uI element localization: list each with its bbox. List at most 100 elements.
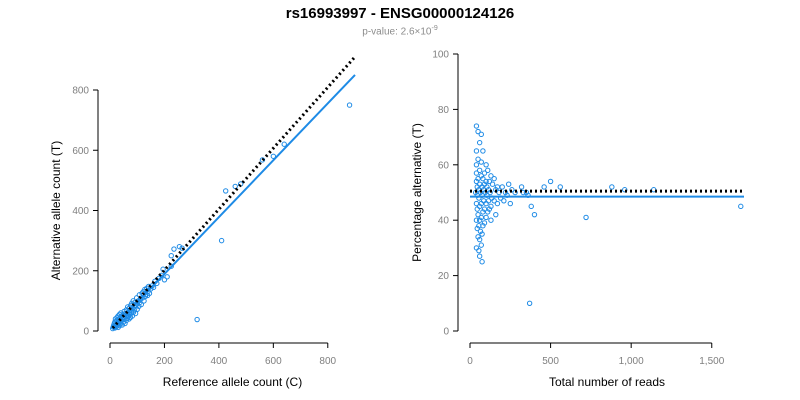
data-point bbox=[119, 322, 125, 328]
data-point bbox=[493, 211, 499, 218]
data-point bbox=[486, 206, 493, 212]
data-point bbox=[222, 188, 229, 194]
data-point bbox=[479, 231, 485, 237]
data-point bbox=[483, 162, 489, 168]
data-point bbox=[528, 203, 534, 210]
data-point bbox=[477, 228, 484, 234]
data-point bbox=[475, 211, 481, 218]
data-point bbox=[481, 220, 488, 226]
fit-line bbox=[111, 74, 356, 329]
data-point bbox=[473, 148, 480, 154]
data-point bbox=[531, 211, 538, 218]
x-tick-label: 0 bbox=[107, 356, 113, 367]
data-point bbox=[505, 181, 512, 187]
y-tick-label: 0 bbox=[83, 327, 89, 338]
data-point bbox=[485, 198, 492, 204]
data-point bbox=[547, 178, 554, 185]
y-tick-label: 400 bbox=[72, 206, 89, 217]
data-point bbox=[480, 175, 486, 182]
data-point bbox=[475, 128, 481, 135]
data-point bbox=[518, 184, 525, 190]
data-point bbox=[179, 245, 185, 251]
data-point bbox=[478, 242, 484, 248]
data-point bbox=[122, 320, 128, 327]
data-point bbox=[476, 139, 483, 146]
right-plot: 0 20 40 60 80 100 0 500 1,000 1,500 Total number o… bbox=[410, 50, 744, 389]
p-value-exponent: -9 bbox=[431, 25, 438, 32]
y-tick-label: 60 bbox=[438, 160, 450, 171]
y-tick-label: 80 bbox=[438, 105, 450, 116]
data-point bbox=[475, 234, 481, 240]
data-point bbox=[484, 184, 490, 190]
left-plot: 0 200 400 600 800 0 200 400 600 800 Reference alle… bbox=[49, 55, 357, 389]
reference-line bbox=[111, 55, 357, 329]
data-point bbox=[488, 203, 494, 210]
data-point bbox=[168, 252, 174, 259]
y-tick-label: 800 bbox=[72, 86, 89, 97]
data-point bbox=[494, 200, 501, 207]
data-point bbox=[474, 206, 480, 212]
data-point bbox=[491, 198, 497, 204]
data-point bbox=[270, 153, 277, 159]
data-point bbox=[476, 167, 483, 174]
data-point bbox=[194, 316, 200, 323]
x-tick-label: 1,500 bbox=[699, 356, 724, 367]
data-point bbox=[138, 301, 145, 308]
data-point bbox=[478, 131, 484, 138]
data-point bbox=[557, 184, 563, 190]
y-tick-label: 40 bbox=[438, 216, 450, 227]
data-point bbox=[526, 300, 533, 306]
data-point bbox=[281, 141, 287, 147]
data-point bbox=[171, 246, 177, 252]
data-point bbox=[161, 277, 168, 283]
data-point bbox=[232, 183, 238, 190]
data-point bbox=[483, 200, 489, 207]
data-point bbox=[479, 259, 485, 265]
y-tick-label: 20 bbox=[438, 271, 450, 282]
data-point bbox=[738, 203, 744, 210]
data-point bbox=[124, 304, 131, 310]
data-point bbox=[501, 198, 507, 204]
data-point bbox=[483, 214, 489, 221]
data-point bbox=[583, 214, 589, 221]
data-point bbox=[176, 243, 183, 250]
data-point bbox=[476, 247, 482, 254]
data-point bbox=[483, 178, 489, 185]
data-point bbox=[488, 173, 494, 179]
data-point bbox=[491, 175, 497, 182]
data-point bbox=[486, 178, 493, 185]
chart-subtitle: p-value: 2.6×10-9 bbox=[0, 25, 800, 37]
y-tick-label: 600 bbox=[72, 146, 89, 157]
x-tick-label: 800 bbox=[319, 356, 336, 367]
chart-title: rs16993997 - ENSG00000124126 bbox=[285, 5, 515, 22]
data-point bbox=[473, 162, 480, 168]
y-axis-title: Percentage alternative (T) bbox=[410, 123, 424, 262]
x-tick-label: 1,000 bbox=[619, 356, 644, 367]
x-tick-label: 500 bbox=[542, 356, 559, 367]
data-point bbox=[346, 102, 353, 108]
x-axis-title: Reference allele count (C) bbox=[163, 375, 302, 389]
data-point bbox=[489, 181, 496, 187]
y-tick-label: 200 bbox=[72, 266, 89, 277]
data-point bbox=[218, 237, 225, 244]
data-point bbox=[478, 159, 484, 165]
data-point bbox=[485, 209, 491, 215]
y-tick-label: 0 bbox=[443, 327, 449, 338]
data-point bbox=[164, 274, 170, 280]
data-point bbox=[476, 253, 483, 259]
data-point bbox=[499, 184, 505, 190]
data-point bbox=[609, 184, 615, 190]
x-axis-title: Total number of reads bbox=[549, 375, 665, 389]
data-point bbox=[480, 148, 486, 154]
data-point bbox=[488, 217, 494, 223]
data-point bbox=[473, 123, 480, 129]
y-axis-title: Alternative allele count (T) bbox=[49, 141, 63, 280]
data-point bbox=[476, 217, 483, 223]
data-point bbox=[481, 198, 487, 204]
x-tick-label: 200 bbox=[156, 356, 173, 367]
y-tick-label: 100 bbox=[432, 50, 449, 61]
data-point bbox=[476, 181, 483, 187]
data-point bbox=[473, 170, 480, 176]
data-point bbox=[473, 178, 480, 185]
